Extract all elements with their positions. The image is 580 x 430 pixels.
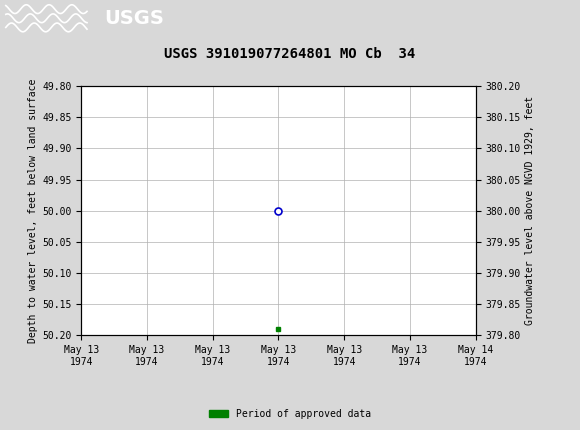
Text: USGS: USGS	[104, 9, 164, 28]
Y-axis label: Groundwater level above NGVD 1929, feet: Groundwater level above NGVD 1929, feet	[525, 96, 535, 325]
Text: USGS 391019077264801 MO Cb  34: USGS 391019077264801 MO Cb 34	[164, 47, 416, 61]
Y-axis label: Depth to water level, feet below land surface: Depth to water level, feet below land su…	[28, 79, 38, 343]
Legend: Period of approved data: Period of approved data	[205, 405, 375, 423]
